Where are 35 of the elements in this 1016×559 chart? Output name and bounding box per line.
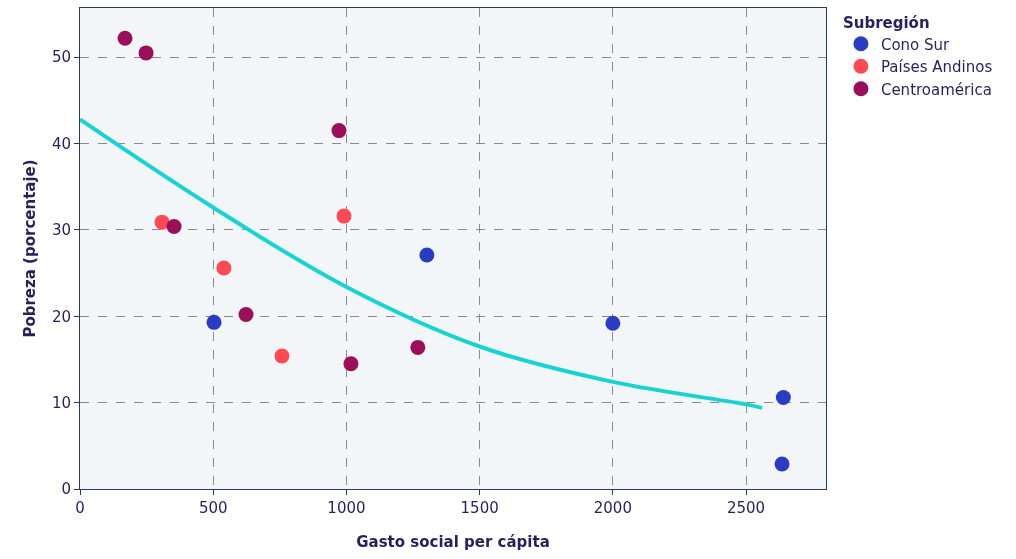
- legend-label: Países Andinos: [880, 58, 993, 77]
- line-series: [80, 117, 765, 410]
- point: [410, 339, 426, 355]
- point: [343, 356, 359, 372]
- legend-label: Cono Sur: [880, 35, 951, 54]
- x-tick-label: 2500: [726, 499, 766, 517]
- point: [166, 218, 182, 234]
- y-tick-label: 10: [51, 393, 71, 412]
- point: [419, 247, 435, 263]
- x-axis-title: Gasto social per cápita: [356, 533, 550, 551]
- legend-label: Centroamérica: [880, 80, 992, 99]
- y-tick-label: 50: [51, 48, 71, 67]
- legend-title: Subregión: [842, 13, 930, 32]
- point: [331, 123, 347, 139]
- y-tick-label: 30: [51, 221, 71, 240]
- point: [605, 315, 621, 331]
- x-tick-label: 1000: [327, 499, 366, 517]
- point: [206, 314, 222, 330]
- y-axis-title: Pobreza (porcentaje): [21, 159, 40, 338]
- point: [117, 30, 133, 46]
- x-tick-label: 2000: [593, 499, 632, 517]
- x-tick-label: 0: [75, 499, 85, 517]
- point: [775, 389, 791, 405]
- point: [216, 260, 232, 276]
- x-tick-label: 1500: [460, 499, 499, 517]
- point: [336, 208, 352, 224]
- x-tick-label: 500: [198, 499, 228, 517]
- y-tick-label: 20: [51, 307, 71, 326]
- y-tick-label: 0: [61, 480, 71, 499]
- point: [774, 456, 790, 472]
- y-tick-label: 40: [51, 134, 71, 153]
- point: [154, 214, 170, 230]
- point: [238, 307, 254, 323]
- point: [274, 348, 290, 364]
- point: [138, 45, 154, 61]
